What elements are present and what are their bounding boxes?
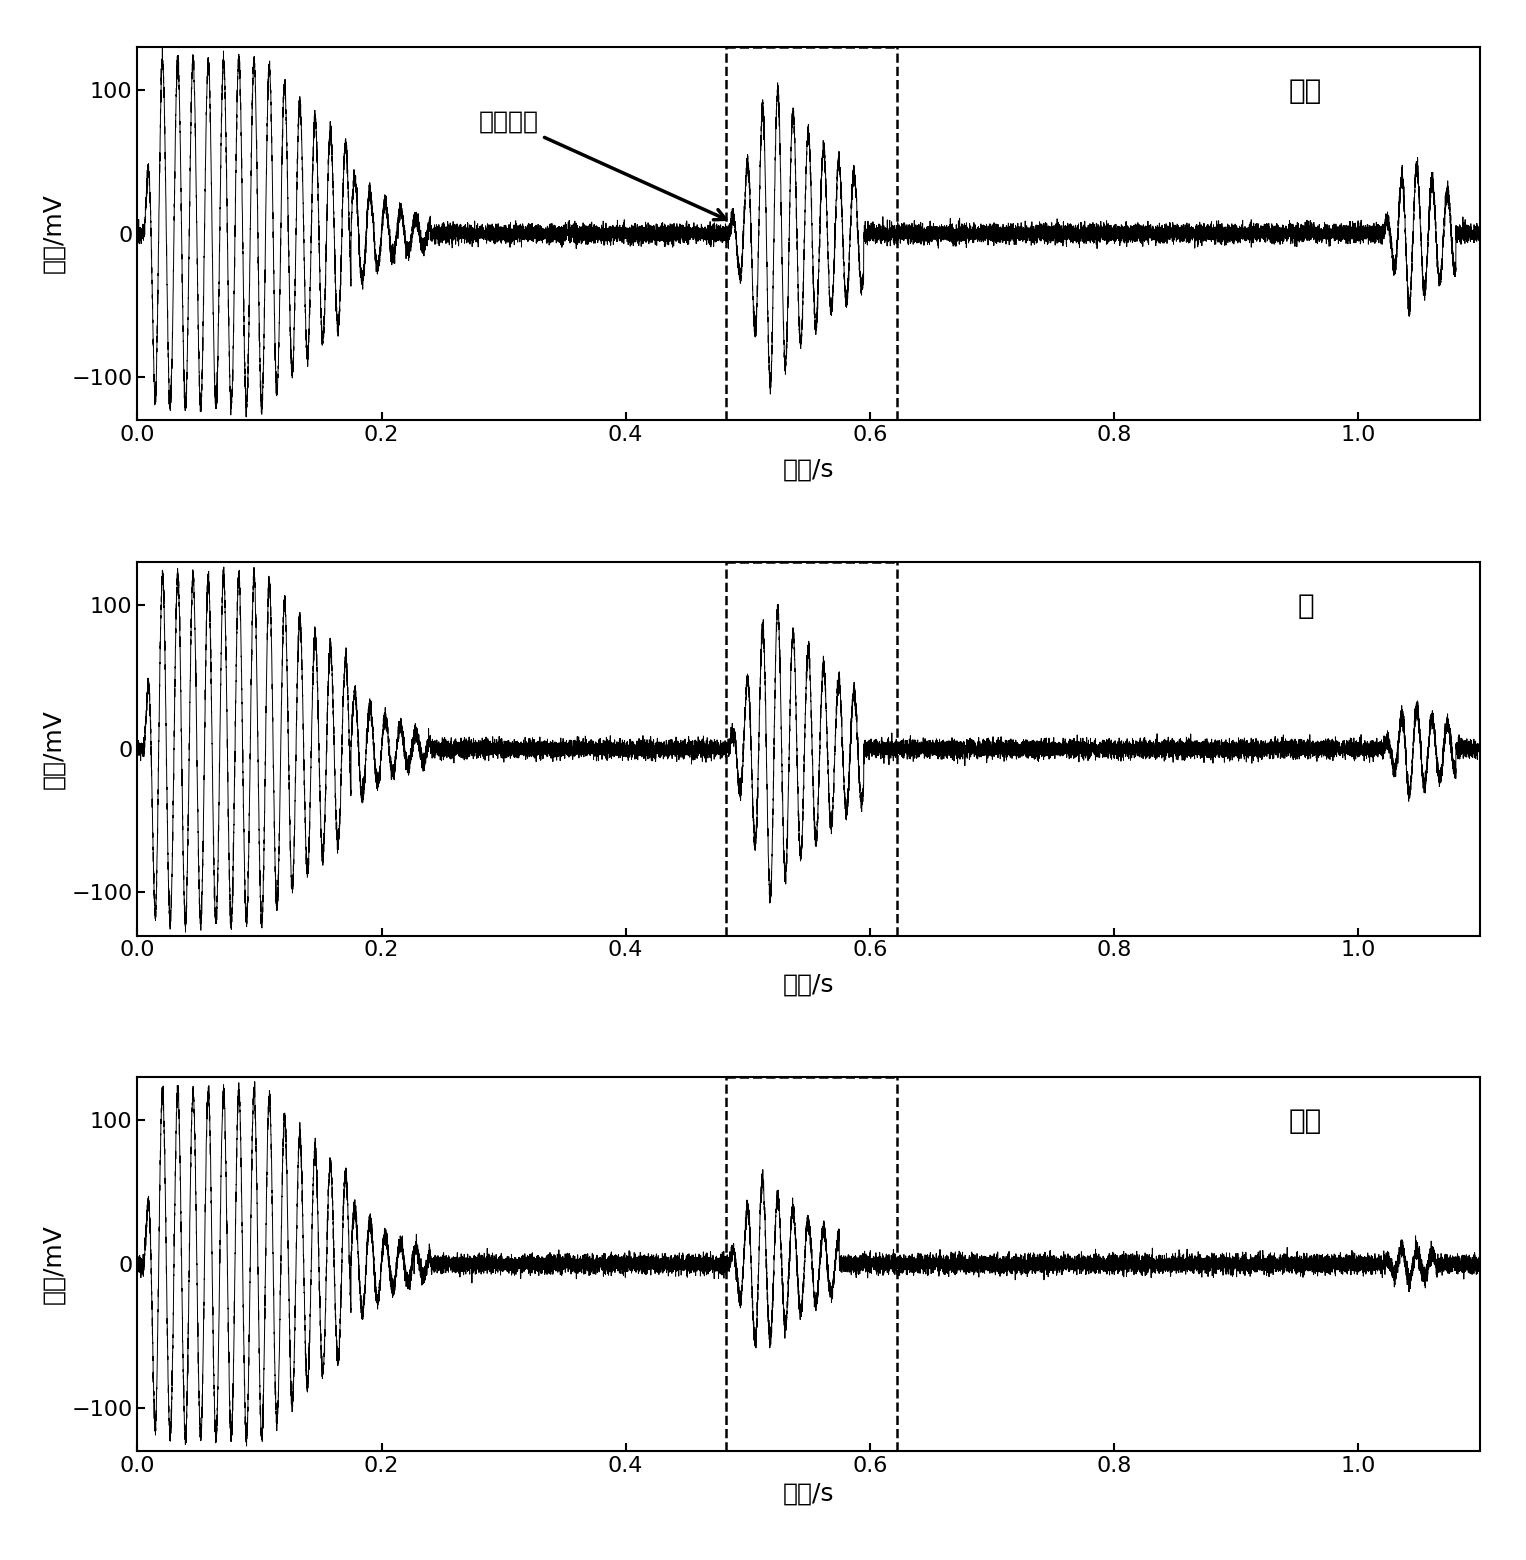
Text: 时间/s: 时间/s bbox=[783, 973, 835, 997]
X-axis label: 时间/s: 时间/s bbox=[783, 1480, 835, 1505]
Text: 水: 水 bbox=[1297, 591, 1314, 619]
Y-axis label: 幅値/mV: 幅値/mV bbox=[41, 1225, 66, 1304]
Text: 时间/s: 时间/s bbox=[783, 457, 835, 482]
Text: 端面回波: 端面回波 bbox=[479, 109, 726, 220]
Y-axis label: 幅値/mV: 幅値/mV bbox=[41, 193, 66, 273]
Text: 空气: 空气 bbox=[1289, 76, 1322, 105]
Text: 蜂蜂: 蜂蜂 bbox=[1289, 1108, 1322, 1136]
Y-axis label: 幅値/mV: 幅値/mV bbox=[41, 708, 66, 789]
